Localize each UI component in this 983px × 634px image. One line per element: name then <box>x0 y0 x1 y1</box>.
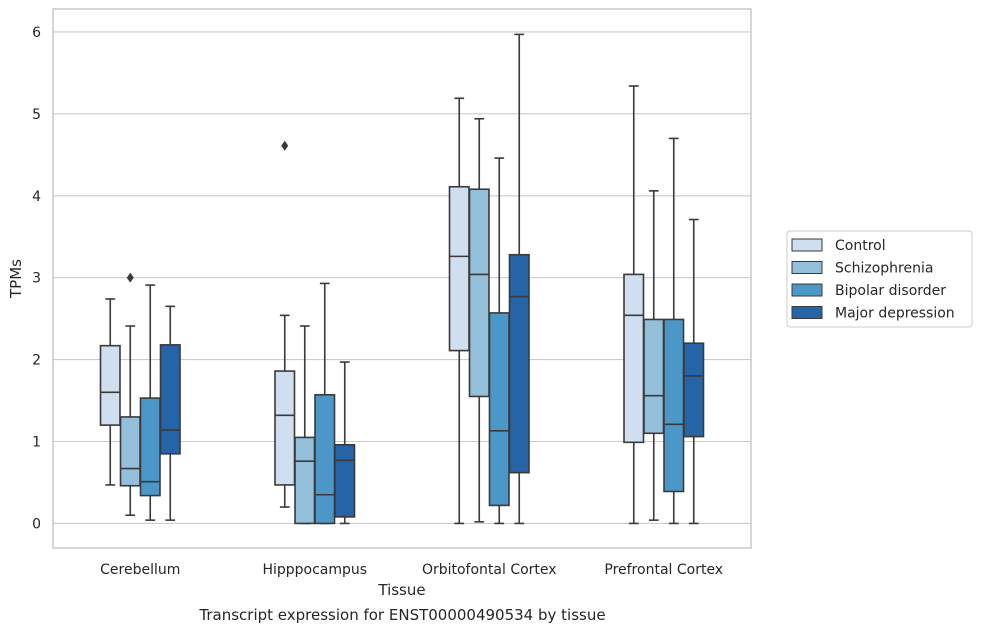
legend-swatch <box>791 306 823 319</box>
x-tick-label: Orbitofontal Cortex <box>422 562 557 578</box>
box-bipolar-disorder <box>314 394 336 525</box>
y-tick-label: 2 <box>32 353 41 369</box>
box-major-depression <box>159 344 181 455</box>
y-tick-label: 6 <box>32 25 41 41</box>
legend-label: Schizophrenia <box>835 261 933 277</box>
legend-swatch <box>791 238 823 252</box>
legend-swatch <box>791 283 823 297</box>
legend-label: Control <box>835 238 886 254</box>
legend-label: Major depression <box>835 306 955 322</box>
box-schizophrenia <box>643 318 665 435</box>
box-major-depression <box>683 342 705 438</box>
box-control <box>99 344 121 426</box>
x-tick-label: Cerebellum <box>100 562 180 578</box>
plot-frame <box>52 8 752 549</box>
y-tick-label: 0 <box>32 516 41 532</box>
x-axis-label: Tissue <box>377 581 425 599</box>
x-tick-label: Prefrontal Cortex <box>604 562 723 578</box>
y-axis-label: TPMs <box>7 259 25 299</box>
box-control <box>274 370 296 486</box>
box-bipolar-disorder <box>663 318 685 493</box>
box-control <box>623 273 645 444</box>
y-tick-label: 5 <box>32 107 41 123</box>
y-tick-label: 3 <box>32 271 41 287</box>
box-control <box>448 185 470 352</box>
y-tick-label: 4 <box>32 189 41 205</box>
box-major-depression <box>334 443 356 518</box>
outlier-point <box>126 272 134 283</box>
box-major-depression <box>508 253 530 474</box>
legend-label: Bipolar disorder <box>835 283 946 299</box>
box-schizophrenia <box>294 436 316 525</box>
box-bipolar-disorder <box>488 312 510 507</box>
legend-swatch <box>791 261 823 274</box>
chart-caption: Transcript expression for ENST0000049053… <box>199 606 606 624</box>
legend-frame <box>786 230 973 328</box>
box-schizophrenia <box>468 188 490 398</box>
x-tick-label: Hipppocampus <box>262 562 367 578</box>
outlier-point <box>281 140 289 151</box>
y-tick-label: 1 <box>32 435 41 451</box>
box-schizophrenia <box>119 416 141 487</box>
